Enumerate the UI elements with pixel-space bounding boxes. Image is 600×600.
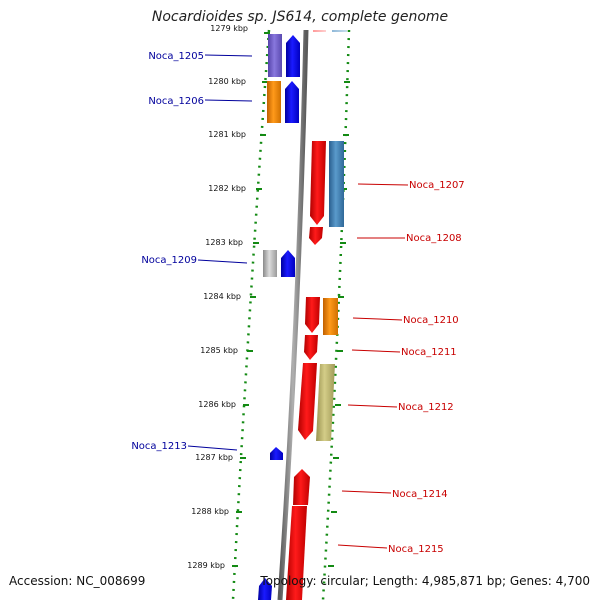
gene-label-noca-1210[interactable]: Noca_1210 xyxy=(403,315,459,326)
gene-partial-top-red xyxy=(313,30,326,32)
gene-noca-1207-red xyxy=(310,141,326,225)
gene-label-noca-1212[interactable]: Noca_1212 xyxy=(398,402,454,413)
gene-noca-1210-red xyxy=(305,297,320,333)
tick-label: 1279 kbp xyxy=(210,24,248,33)
tick-label: 1283 kbp xyxy=(205,238,243,247)
topology-label: Topology: circular; Length: 4,985,871 bp… xyxy=(260,574,590,588)
gene-noca-1213-blue xyxy=(270,447,283,460)
gene-label-noca-1213[interactable]: Noca_1213 xyxy=(131,441,187,452)
gene-label-noca-1208[interactable]: Noca_1208 xyxy=(406,233,462,244)
genome-title: Nocardioides sp. JS614, complete genome xyxy=(151,9,449,25)
gene-noca-1206-orange xyxy=(267,81,281,123)
right-gene-labels: Noca_1207 Noca_1208 Noca_1210 Noca_1211 … xyxy=(388,180,465,555)
gene-noca-1209-blue xyxy=(281,250,295,277)
tick-marks xyxy=(232,32,350,567)
gene-noca-1208-red xyxy=(309,227,323,245)
gene-noca-1212-red xyxy=(298,363,317,440)
gene-label-noca-1214[interactable]: Noca_1214 xyxy=(392,489,448,500)
gene-bottom-blue xyxy=(258,578,272,600)
gene-noca-1206-blue xyxy=(285,81,299,123)
gene-label-noca-1215[interactable]: Noca_1215 xyxy=(388,544,444,555)
gene-noca-1205-purple xyxy=(268,34,282,77)
gene-noca-1209-grey xyxy=(263,250,277,277)
gene-noca-1212-olive xyxy=(316,364,335,441)
gene-noca-1210-orange xyxy=(323,298,338,335)
gene-label-noca-1205[interactable]: Noca_1205 xyxy=(148,51,204,62)
right-dotted-track xyxy=(321,29,351,600)
gene-noca-1205-blue xyxy=(286,35,300,77)
accession-label: Accession: NC_008699 xyxy=(9,574,146,588)
right-leader-lines xyxy=(337,183,409,549)
gene-label-noca-1209[interactable]: Noca_1209 xyxy=(141,255,197,266)
tick-label: 1281 kbp xyxy=(208,130,246,139)
tick-label: 1285 kbp xyxy=(200,346,238,355)
gene-noca-1214-red xyxy=(293,469,310,505)
gene-label-noca-1211[interactable]: Noca_1211 xyxy=(401,347,457,358)
tick-label: 1286 kbp xyxy=(198,400,236,409)
gene-noca-1211-red xyxy=(304,335,318,360)
left-dotted-track xyxy=(231,29,271,600)
tick-label: 1287 kbp xyxy=(195,453,233,462)
tick-label: 1288 kbp xyxy=(191,507,229,516)
gene-partial-top-steel xyxy=(332,30,347,32)
tick-label: 1284 kbp xyxy=(203,292,241,301)
gene-noca-1207-steelblue xyxy=(329,141,344,227)
left-leader-lines xyxy=(187,54,253,451)
gene-label-noca-1206[interactable]: Noca_1206 xyxy=(148,96,204,107)
tick-label: 1282 kbp xyxy=(208,184,246,193)
gene-noca-1215-red xyxy=(286,506,307,600)
gene-label-noca-1207[interactable]: Noca_1207 xyxy=(409,180,465,191)
tick-labels: 1279 kbp 1280 kbp 1281 kbp 1282 kbp 1283… xyxy=(187,24,248,570)
tick-label: 1289 kbp xyxy=(187,561,225,570)
left-gene-labels: Noca_1205 Noca_1206 Noca_1209 Noca_1213 xyxy=(131,51,204,452)
genome-axis xyxy=(277,29,309,600)
tick-label: 1280 kbp xyxy=(208,77,246,86)
